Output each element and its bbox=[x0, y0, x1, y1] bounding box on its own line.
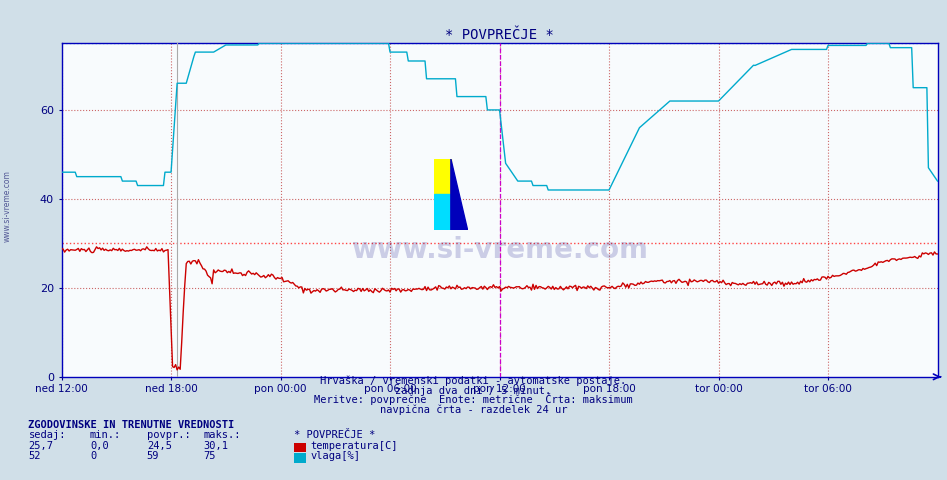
Text: 59: 59 bbox=[147, 451, 159, 461]
Text: sedaj:: sedaj: bbox=[28, 430, 66, 440]
Text: maks.:: maks.: bbox=[204, 430, 241, 440]
Text: 52: 52 bbox=[28, 451, 41, 461]
Title: * POVPREČJE *: * POVPREČJE * bbox=[445, 28, 554, 42]
Text: navpična črta - razdelek 24 ur: navpična črta - razdelek 24 ur bbox=[380, 404, 567, 415]
Text: vlaga[%]: vlaga[%] bbox=[311, 451, 361, 461]
Text: ZGODOVINSKE IN TRENUTNE VREDNOSTI: ZGODOVINSKE IN TRENUTNE VREDNOSTI bbox=[28, 420, 235, 430]
Text: 25,7: 25,7 bbox=[28, 441, 53, 451]
Text: 0: 0 bbox=[90, 451, 97, 461]
Text: povpr.:: povpr.: bbox=[147, 430, 190, 440]
Text: 30,1: 30,1 bbox=[204, 441, 228, 451]
Text: zadnja dva dni / 5 minut.: zadnja dva dni / 5 minut. bbox=[396, 385, 551, 396]
Text: www.si-vreme.com: www.si-vreme.com bbox=[351, 236, 648, 264]
Text: temperatura[C]: temperatura[C] bbox=[311, 441, 398, 451]
Text: Meritve: povprečne  Enote: metrične  Črta: maksimum: Meritve: povprečne Enote: metrične Črta:… bbox=[314, 393, 633, 405]
Text: 75: 75 bbox=[204, 451, 216, 461]
Text: 24,5: 24,5 bbox=[147, 441, 171, 451]
Text: min.:: min.: bbox=[90, 430, 121, 440]
Text: 0,0: 0,0 bbox=[90, 441, 109, 451]
Text: Hrvaška / vremenski podatki - avtomatske postaje.: Hrvaška / vremenski podatki - avtomatske… bbox=[320, 375, 627, 386]
Text: www.si-vreme.com: www.si-vreme.com bbox=[3, 170, 12, 242]
Text: * POVPREČJE *: * POVPREČJE * bbox=[294, 430, 375, 440]
